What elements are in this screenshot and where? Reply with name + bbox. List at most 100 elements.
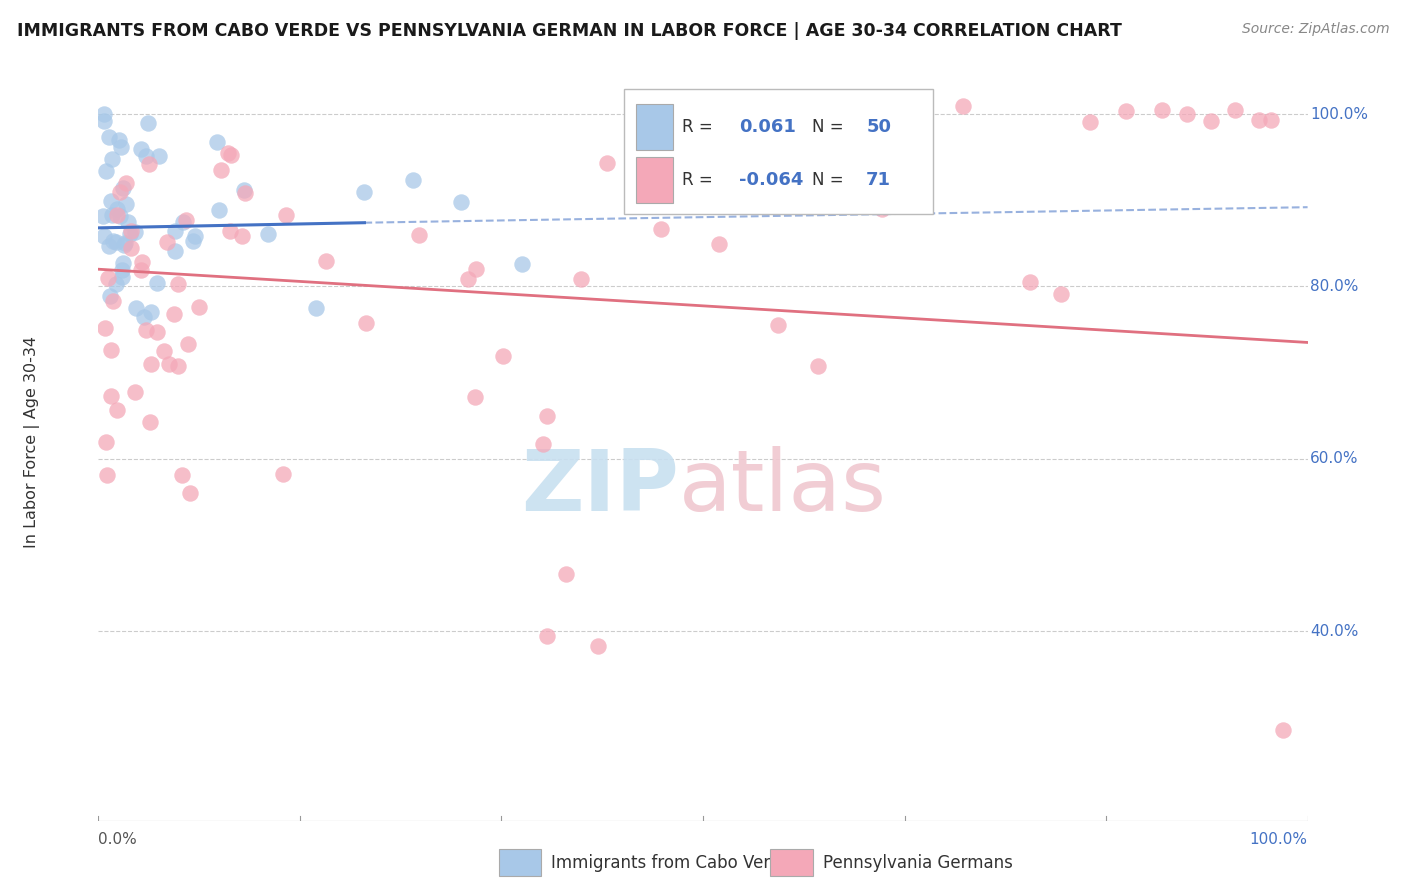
Text: 0.0%: 0.0% [98,832,138,847]
FancyBboxPatch shape [637,104,672,150]
Point [108,133,131,147]
Point [1249,113,1271,128]
Point [96,164,118,178]
Point [177,336,200,351]
Point [132,310,155,325]
Point [148,148,170,162]
Point [105,202,128,217]
Point [233,186,256,200]
Point [141,305,163,319]
Point [1223,103,1246,117]
Point [124,225,146,239]
Point [450,194,472,209]
Point [184,229,207,244]
Point [1078,115,1101,129]
Point [100,389,122,403]
Point [408,228,430,243]
Point [98,130,121,145]
Point [807,359,830,374]
Point [153,344,176,359]
Point [114,238,136,252]
Text: 0.061: 0.061 [740,118,796,136]
Point [114,177,136,191]
Point [554,566,576,581]
Point [232,184,254,198]
Point [105,208,128,222]
Point [136,116,159,130]
Point [112,180,135,194]
Point [100,194,122,208]
Point [167,359,190,374]
Point [146,276,169,290]
Point [117,215,139,229]
Point [114,235,136,250]
Point [536,409,558,424]
Text: N =: N = [811,118,844,136]
Point [115,196,138,211]
Point [1115,104,1137,119]
Point [179,486,201,500]
Point [139,357,162,371]
Point [138,157,160,171]
Point [108,186,131,200]
Point [135,323,157,337]
Point [163,224,186,238]
Point [271,467,294,482]
Point [174,212,197,227]
Point [167,277,190,292]
Point [97,271,120,285]
Point [93,114,115,128]
Point [98,239,121,253]
Point [354,316,377,330]
Point [1175,106,1198,120]
Text: 100.0%: 100.0% [1250,832,1308,847]
Point [93,107,115,121]
Point [465,262,488,277]
Point [231,229,253,244]
Text: 50: 50 [866,118,891,136]
Point [111,262,134,277]
Point [129,263,152,277]
Point [96,468,118,483]
Point [952,98,974,112]
Text: 60.0%: 60.0% [1310,451,1358,467]
Point [276,208,298,222]
Point [101,153,124,167]
Point [135,149,157,163]
Point [256,227,278,241]
Point [457,271,479,285]
Text: In Labor Force | Age 30-34: In Labor Force | Age 30-34 [24,335,39,548]
Point [125,301,148,315]
Point [94,434,117,449]
Point [872,202,894,216]
FancyBboxPatch shape [637,157,672,202]
Point [138,415,160,429]
Point [181,234,204,248]
Point [536,629,558,643]
Text: Pennsylvania Germans: Pennsylvania Germans [823,854,1012,871]
Point [103,293,125,308]
Point [145,325,167,339]
Point [208,202,231,217]
Point [163,244,186,259]
Text: R =: R = [682,171,713,189]
Point [1050,286,1073,301]
Text: 40.0%: 40.0% [1310,624,1358,639]
Point [464,390,486,404]
Point [172,214,194,228]
Point [1152,103,1174,117]
Text: 100.0%: 100.0% [1310,107,1368,121]
Point [129,142,152,156]
Point [103,234,125,248]
Point [1272,723,1295,738]
Point [98,288,121,302]
Text: ZIP: ZIP [522,445,679,529]
Point [105,277,128,292]
Point [120,224,142,238]
Point [571,272,593,286]
Point [131,255,153,269]
Point [219,148,242,162]
Point [187,300,209,314]
Point [101,208,124,222]
Point [91,209,114,223]
